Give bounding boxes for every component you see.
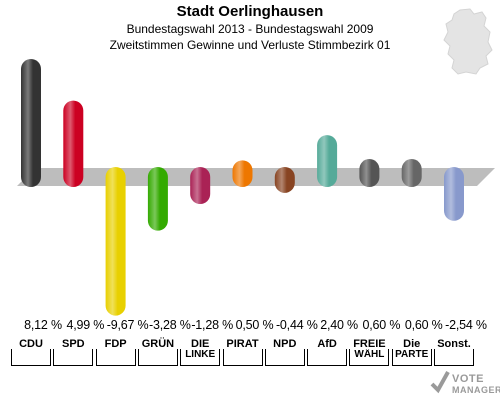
value-label: -2,54 %: [445, 318, 487, 332]
category-bracket: [53, 349, 94, 366]
value-label: -3,28 %: [149, 318, 191, 332]
category-label-line2: PARTE: [395, 349, 429, 360]
zero-baseline: [17, 168, 495, 186]
chart-title: Stadt Oerlinghausen: [176, 3, 324, 20]
category-bracket: [137, 349, 178, 366]
category-label: DIE LINKE: [180, 338, 221, 366]
category-bracket: [307, 349, 348, 366]
category-label-line1: NPD: [273, 338, 297, 350]
bar-afd: [317, 135, 338, 187]
bar-cdu: [21, 59, 41, 188]
category-label: NPD: [264, 338, 305, 366]
value-label: 0,50 %: [235, 318, 274, 332]
bar-gr-ne: [147, 167, 168, 231]
category-bracket: PARTE: [391, 349, 432, 366]
category-bracket: [434, 349, 474, 366]
category-label-line2: LINKE: [185, 349, 216, 360]
category-bracket: [222, 349, 263, 366]
category-label-line1: Die: [403, 338, 421, 350]
logo-text-bottom: MANAGER: [452, 385, 500, 395]
bar-piraten: [232, 160, 253, 187]
chart-plot: [17, 59, 495, 316]
category-label-line1: CDU: [19, 338, 43, 350]
category-bracket: [11, 349, 51, 366]
category-label: SPD: [53, 338, 94, 366]
category-labels: CDU SPD FDP GRÜN DIE LINKE PIRAT NPD AfD FREIE WÄH…: [0, 338, 500, 378]
category-label-line1: SPD: [61, 338, 85, 350]
category-label: FDP: [95, 338, 136, 366]
logo-text-top: VOTE: [452, 373, 484, 385]
value-label: 8,12 %: [24, 318, 62, 332]
bar-spd: [63, 100, 84, 187]
category-label: AfD: [307, 338, 348, 366]
value-label: 0,60 %: [404, 318, 443, 332]
category-bracket: LINKE: [180, 349, 221, 366]
category-label: FREIE WÄHL: [349, 338, 390, 366]
bar-fdp: [105, 167, 126, 316]
value-label: 2,40 %: [320, 318, 358, 332]
vote-manager-logo: VOTE MANAGER: [430, 370, 500, 398]
value-label: 4,99 %: [66, 318, 105, 332]
category-label: PIRAT: [222, 338, 263, 366]
chart-subtitle-2: Zweitstimmen Gewinne und Verluste Stimmb…: [109, 38, 391, 52]
category-label-line1: Sonst.: [437, 338, 471, 350]
category-label-line1: GRÜN: [141, 338, 175, 350]
bar-freie-w-hler: [359, 159, 380, 187]
category-label: Sonst.: [434, 338, 474, 366]
checkmark-icon: [430, 371, 450, 394]
value-labels: 8,12 % 4,99 % -9,67 % -3,28 % -1,28 % 0,50 % -…: [0, 318, 500, 334]
category-label: GRÜN: [137, 338, 178, 366]
category-label-line1: PIRAT: [226, 338, 259, 350]
bar-die-partei: [401, 159, 422, 187]
bar-sonst-: [444, 167, 464, 221]
value-label: 0,60 %: [362, 318, 401, 332]
bar-npd: [274, 167, 295, 193]
bar-die-linke: [190, 167, 211, 205]
category-label-line2: WÄHL: [354, 349, 385, 360]
category-label-line1: DIE: [191, 338, 210, 350]
category-bracket: WÄHL: [349, 349, 390, 366]
category-label: Die PARTE: [391, 338, 432, 366]
category-label-line1: FDP: [104, 338, 127, 350]
category-bracket: [264, 349, 305, 366]
germany-map-icon: [443, 8, 493, 75]
chart-subtitle: Bundestagswahl 2013 - Bundestagswahl 200…: [126, 22, 374, 36]
category-label: CDU: [11, 338, 51, 366]
value-label: -1,28 %: [191, 318, 234, 332]
category-bracket: [95, 349, 136, 366]
value-label: -9,67 %: [106, 318, 149, 332]
category-label-line1: FREIE: [353, 338, 386, 350]
value-label: -0,44 %: [275, 318, 318, 332]
category-label-line1: AfD: [317, 338, 337, 350]
